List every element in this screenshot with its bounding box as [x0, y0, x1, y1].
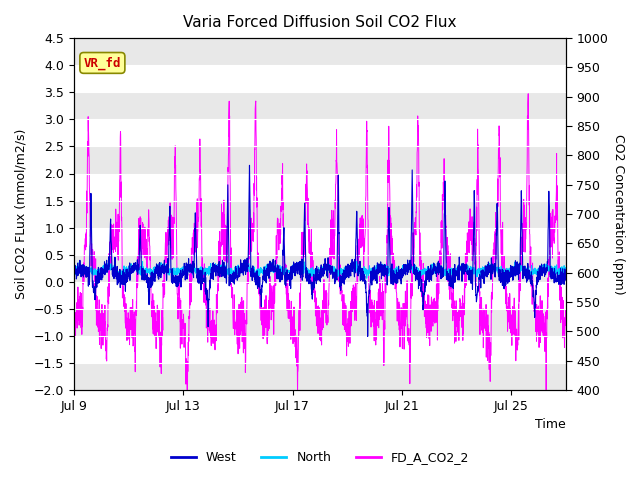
Bar [74, 363, 566, 390]
Text: VR_fd: VR_fd [84, 56, 121, 70]
Legend: West, North, FD_A_CO2_2: West, North, FD_A_CO2_2 [166, 446, 474, 469]
Bar [74, 309, 566, 336]
Y-axis label: CO2 Concentration (ppm): CO2 Concentration (ppm) [612, 134, 625, 294]
X-axis label: Time: Time [535, 419, 566, 432]
Bar [74, 38, 566, 65]
Bar [74, 255, 566, 282]
Bar [74, 201, 566, 228]
Bar [74, 146, 566, 173]
Y-axis label: Soil CO2 FLux (mmol/m2/s): Soil CO2 FLux (mmol/m2/s) [15, 129, 28, 300]
Title: Varia Forced Diffusion Soil CO2 Flux: Varia Forced Diffusion Soil CO2 Flux [183, 15, 457, 30]
Bar [74, 92, 566, 120]
